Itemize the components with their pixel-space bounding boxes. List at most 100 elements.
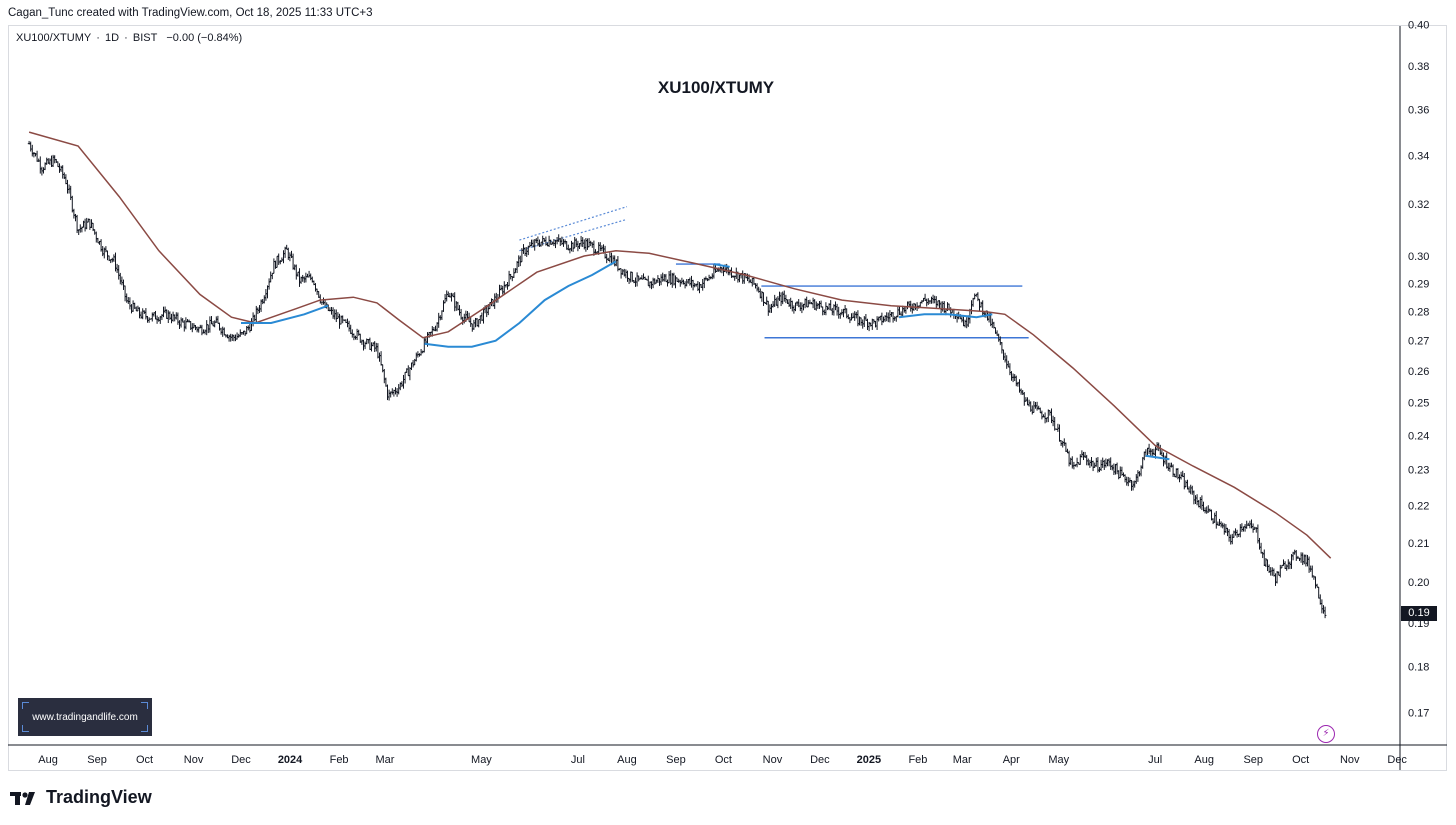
ohlc-bar [1048, 410, 1052, 416]
ohlc-bar [198, 324, 202, 329]
ohlc-bar [174, 312, 178, 320]
ohlc-bar [702, 277, 706, 289]
ohlc-bar [1229, 534, 1232, 545]
ohlc-bar [1067, 450, 1071, 467]
interval-label[interactable]: 1D [105, 32, 120, 44]
corner-bracket [22, 702, 29, 709]
ohlc-bar [598, 242, 602, 252]
ohlc-bar [1014, 375, 1018, 387]
x-tick-label: Oct [136, 754, 153, 766]
symbol-name[interactable]: XU100/XTUMY [16, 32, 92, 44]
ohlc-bar [573, 236, 576, 249]
ohlc-bar [987, 311, 991, 323]
lightning-icon[interactable]: ⚡ [1317, 725, 1335, 743]
ohlc-bar [1045, 417, 1048, 423]
ohlc-bar [30, 144, 34, 157]
tradingview-logo[interactable]: TradingView [10, 787, 152, 808]
ohlc-bar [960, 316, 964, 323]
ohlc-bar [35, 150, 39, 162]
ohlc-bar [1202, 501, 1205, 512]
fast-moving-average-line [898, 313, 993, 319]
ohlc-bar [250, 318, 253, 331]
ohlc-bar [584, 238, 588, 252]
ohlc-bar [336, 312, 340, 320]
ohlc-bar [781, 291, 784, 305]
ohlc-bar [642, 273, 645, 280]
ohlc-bar [322, 297, 325, 305]
ohlc-bar [970, 300, 973, 315]
ohlc-bar [766, 300, 770, 316]
ohlc-bar [301, 274, 304, 282]
ohlc-bar [824, 302, 828, 316]
ohlc-bar [1283, 561, 1287, 569]
ohlc-bar [629, 271, 632, 283]
ohlc-bar [162, 306, 165, 318]
ohlc-bar [130, 304, 133, 314]
ohlc-bar [853, 311, 856, 321]
ohlc-bar [45, 157, 48, 165]
chart-pane[interactable] [8, 25, 1447, 771]
ohlc-bar [1230, 533, 1234, 545]
ohlc-bar [144, 308, 148, 320]
ohlc-bar [690, 275, 693, 288]
ohlc-bar [131, 300, 135, 312]
ohlc-bar [712, 264, 716, 279]
ohlc-bar [221, 326, 224, 337]
ohlc-bar [254, 305, 258, 324]
ohlc-bar [208, 316, 212, 333]
x-tick-label: Mar [375, 754, 394, 766]
ohlc-bar [1277, 571, 1280, 576]
ohlc-bar [1178, 474, 1181, 483]
x-tick-label: Jul [571, 754, 585, 766]
ohlc-bar [1266, 559, 1269, 572]
ohlc-bar [1002, 349, 1005, 360]
ohlc-bar [650, 281, 653, 290]
x-tick-label: Dec [810, 754, 830, 766]
y-tick-label: 0.21 [1408, 538, 1429, 550]
ohlc-bar [288, 252, 292, 262]
ohlc-bar [1101, 457, 1104, 468]
y-tick-label: 0.36 [1408, 104, 1429, 116]
ohlc-bar [411, 360, 415, 368]
ohlc-bar [1093, 462, 1096, 468]
ohlc-bar [1032, 401, 1036, 413]
ohlc-bar [262, 295, 266, 304]
ohlc-bar [59, 165, 63, 172]
ohlc-bar [805, 296, 808, 308]
ohlc-bar [101, 246, 104, 257]
ohlc-bar [963, 319, 967, 328]
ohlc-bar [893, 316, 896, 321]
x-tick-label: Aug [38, 754, 58, 766]
ohlc-bar [478, 315, 482, 324]
ohlc-bar [314, 283, 317, 292]
x-tick-label: May [1048, 754, 1069, 766]
ohlc-bar [1282, 559, 1285, 566]
symbol-legend[interactable]: XU100/XTUMY · 1D · BIST −0.00 (−0.84%) [16, 32, 244, 44]
ohlc-bar [738, 274, 741, 283]
y-tick-label: 0.38 [1408, 61, 1429, 73]
channel-line[interactable] [519, 206, 628, 241]
ohlc-bar [1053, 417, 1056, 431]
ohlc-bar [1307, 556, 1311, 573]
ohlc-bar [1238, 524, 1242, 538]
ohlc-bar [1190, 485, 1194, 495]
ohlc-bar [286, 247, 290, 260]
ohlc-bar [126, 297, 130, 304]
ohlc-bar [811, 297, 815, 309]
ohlc-bar [1235, 529, 1239, 538]
ohlc-bar [458, 305, 461, 316]
ohlc-bar [200, 324, 204, 336]
ohlc-bar [654, 279, 658, 284]
x-tick-label: Oct [715, 754, 732, 766]
channel-line[interactable] [519, 218, 628, 252]
ohlc-bar [1219, 521, 1223, 528]
ohlc-bar [96, 237, 100, 244]
ohlc-bar [403, 371, 407, 384]
ohlc-bar [1198, 497, 1202, 509]
ohlc-bar [920, 300, 924, 304]
ohlc-bar [266, 285, 269, 299]
ohlc-bar [605, 253, 608, 264]
drawing-layer[interactable] [519, 206, 1029, 339]
ohlc-bar [150, 312, 154, 322]
